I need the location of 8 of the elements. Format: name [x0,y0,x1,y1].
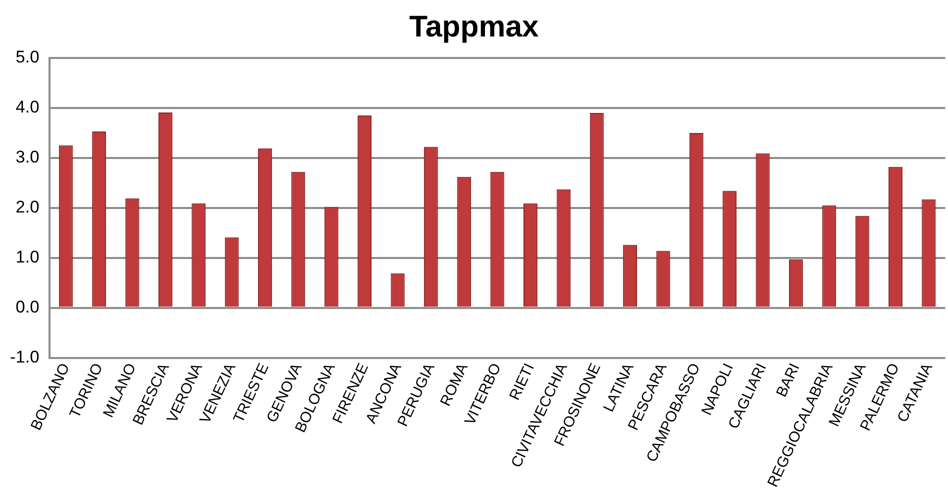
y-tick-label: 0.0 [16,297,40,316]
y-tick-label: 4.0 [16,98,40,117]
y-tick-label: 2.0 [16,198,40,217]
y-tick-label: -1.0 [10,347,40,366]
chart-title: Tappmax [409,10,540,44]
y-tick-label: 3.0 [16,148,40,167]
y-tick-label: 5.0 [16,48,40,67]
y-tick-label: 1.0 [16,248,40,267]
